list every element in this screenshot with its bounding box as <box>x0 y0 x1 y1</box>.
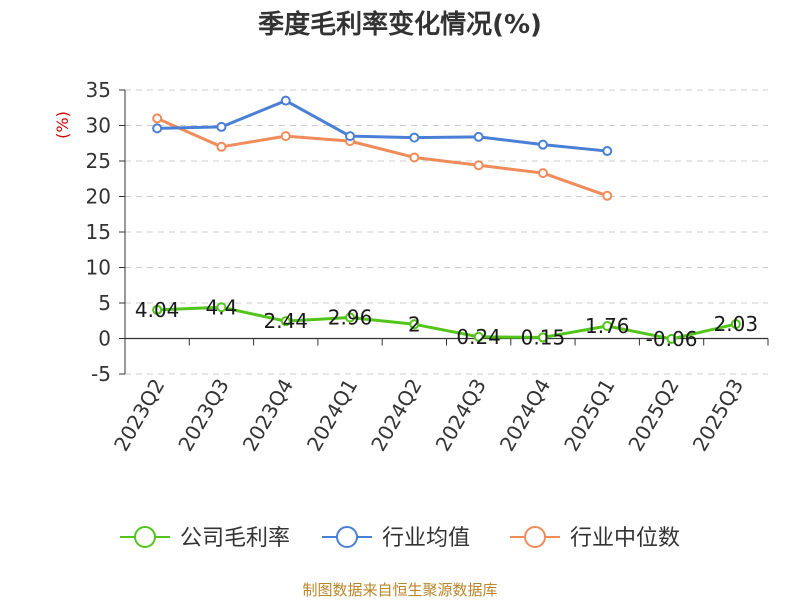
legend-marker-icon <box>524 526 546 548</box>
legend-item-1[interactable]: 行业均值 <box>322 526 470 551</box>
data-point[interactable] <box>537 332 548 343</box>
y-tick-label: 5 <box>98 291 111 315</box>
data-point[interactable] <box>280 131 291 142</box>
series-1 <box>152 95 613 157</box>
data-labels: 4.04 4.4 2.44 2.96 2 0.24 0.15 1.76 -0.06 2.03 <box>135 295 758 351</box>
data-point[interactable] <box>473 331 484 342</box>
legend-item-2[interactable]: 行业中位数 <box>510 526 680 551</box>
x-tick-label: 2024Q1 <box>302 375 362 456</box>
data-point[interactable] <box>345 131 356 142</box>
y-tick-label: 35 <box>86 78 111 102</box>
y-tick-label: 25 <box>86 149 111 173</box>
x-tick-label: 2023Q3 <box>173 375 233 456</box>
data-point[interactable] <box>409 152 420 163</box>
legend[interactable]: 公司毛利率 行业均值 行业中位数 <box>120 526 680 551</box>
data-label: 1.76 <box>585 314 630 338</box>
data-point[interactable] <box>345 312 356 323</box>
data-point[interactable] <box>216 121 227 132</box>
series-0 <box>152 302 741 344</box>
y-tick-label: 15 <box>86 220 111 244</box>
legend-label: 行业中位数 <box>570 526 680 551</box>
data-point[interactable] <box>409 319 420 330</box>
series-layer <box>152 95 741 344</box>
data-point[interactable] <box>280 95 291 106</box>
y-tick-label: 10 <box>86 256 111 280</box>
data-point[interactable] <box>280 316 291 327</box>
x-tick-label: 2023Q2 <box>109 375 169 456</box>
data-point[interactable] <box>216 141 227 152</box>
chart-title: 季度毛利率变化情况(%) <box>258 9 542 40</box>
data-label: 4.4 <box>206 295 238 319</box>
data-point[interactable] <box>473 160 484 171</box>
legend-label: 公司毛利率 <box>180 526 290 551</box>
data-point[interactable] <box>730 319 741 330</box>
series-2 <box>152 113 613 201</box>
data-point[interactable] <box>602 190 613 201</box>
data-point[interactable] <box>537 139 548 150</box>
data-point[interactable] <box>666 333 677 344</box>
data-label: 4.04 <box>135 298 180 322</box>
data-label: 0.24 <box>456 325 501 349</box>
x-tick-label: 2023Q4 <box>238 375 298 456</box>
legend-marker-icon <box>336 526 358 548</box>
data-label: 2.96 <box>328 305 373 329</box>
data-point[interactable] <box>537 168 548 179</box>
x-tick-label: 2025Q2 <box>623 375 683 456</box>
y-tick-label: -5 <box>91 362 111 386</box>
data-label: 2.44 <box>263 309 308 333</box>
series-line <box>157 305 737 341</box>
y-tick-label: 0 <box>98 327 111 351</box>
y-axis-label: (%) <box>53 111 72 139</box>
legend-label: 行业均值 <box>382 526 470 551</box>
legend-marker-icon <box>134 526 156 548</box>
data-point[interactable] <box>409 132 420 143</box>
x-tick-label: 2024Q4 <box>495 375 555 456</box>
data-point[interactable] <box>473 131 484 142</box>
data-label: 2.03 <box>714 312 759 336</box>
data-label: -0.06 <box>646 327 698 351</box>
data-point[interactable] <box>216 302 227 313</box>
source-note: 制图数据来自恒生聚源数据库 <box>302 581 497 599</box>
data-point[interactable] <box>152 113 163 124</box>
x-tick-label: 2024Q2 <box>366 375 426 456</box>
y-tick-label: 20 <box>86 185 111 209</box>
data-point[interactable] <box>152 304 163 315</box>
data-point[interactable] <box>602 146 613 157</box>
data-point[interactable] <box>602 321 613 332</box>
series-line <box>157 99 608 153</box>
x-tick-label: 2025Q3 <box>688 375 748 456</box>
data-label: 0.15 <box>521 325 566 349</box>
data-label: 2 <box>408 312 421 336</box>
x-tick-label: 2025Q1 <box>559 375 619 456</box>
series-line <box>156 117 608 198</box>
data-point[interactable] <box>152 123 163 134</box>
x-tick-label: 2024Q3 <box>431 375 491 456</box>
legend-item-0[interactable]: 公司毛利率 <box>120 526 290 551</box>
y-tick-label: 30 <box>86 114 111 138</box>
